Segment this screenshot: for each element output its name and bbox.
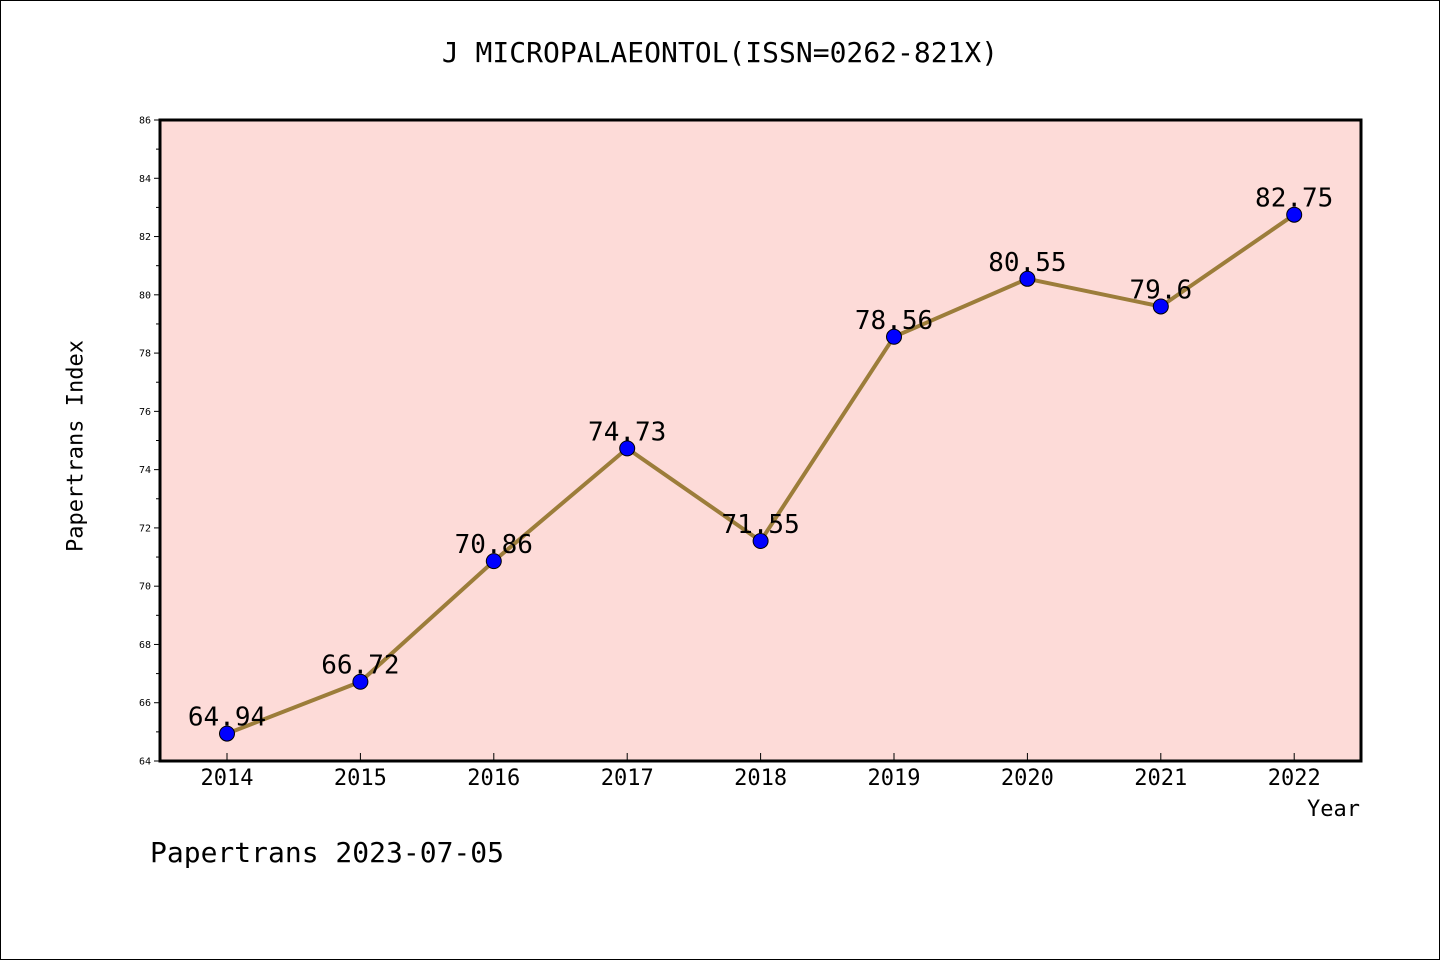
x-tick-label: 2021 (1134, 766, 1187, 791)
y-tick-label: 72 (139, 523, 151, 534)
x-tick-label: 2017 (601, 766, 654, 791)
data-label: 74.73 (588, 417, 666, 447)
footer-stamp: Papertrans 2023-07-05 (150, 836, 505, 869)
data-label: 70.86 (455, 530, 533, 560)
data-point (352, 673, 369, 690)
x-tick-label: 2016 (467, 766, 520, 791)
data-label: 71.55 (721, 510, 799, 540)
data-label: 79.6 (1129, 275, 1192, 305)
data-point (1019, 270, 1036, 287)
chart-title: J MICROPALAEONTOL(ISSN=0262-821X) (441, 36, 999, 69)
y-tick-label: 80 (139, 290, 151, 301)
data-point (619, 440, 636, 457)
data-label: 82.75 (1255, 184, 1333, 214)
plot-area (158, 118, 1363, 763)
data-point (485, 553, 502, 570)
y-tick-label: 70 (139, 582, 151, 593)
x-tick-label: 2022 (1268, 766, 1321, 791)
data-label: 80.55 (988, 248, 1066, 278)
data-point (886, 328, 902, 345)
y-tick-label: 76 (139, 407, 151, 418)
data-label: 78.56 (855, 306, 933, 336)
data-label: 66.72 (321, 651, 399, 681)
y-axis-label: Papertrans Index (63, 340, 89, 552)
y-tick-label: 66 (139, 698, 151, 709)
x-tick-label: 2014 (201, 766, 254, 791)
x-axis-ticks: 2014 2015 2016 2017 2018 2019 2020 2021 2022 (201, 753, 1321, 791)
data-point (1286, 206, 1303, 223)
y-tick-label: 78 (139, 349, 151, 360)
y-tick-label: 74 (139, 465, 151, 476)
y-tick-label: 68 (139, 640, 151, 651)
x-tick-label: 2019 (868, 766, 921, 791)
data-point (1152, 298, 1169, 315)
data-point (752, 533, 769, 550)
x-tick-label: 2015 (334, 766, 387, 791)
y-tick-label: 64 (139, 757, 151, 768)
y-tick-label: 82 (139, 232, 151, 243)
y-tick-label: 86 (139, 116, 151, 127)
x-axis-label: Year (1307, 797, 1360, 822)
y-axis-ticks: 64 66 68 70 72 74 76 78 80 82 84 86 (139, 116, 160, 768)
data-point (219, 725, 235, 742)
x-tick-label: 2020 (1001, 766, 1054, 791)
x-tick-label: 2018 (734, 766, 787, 791)
series-group: 64.94 66.72 70.86 74.73 71.55 78.56 80.55 79.6 8… (188, 184, 1333, 742)
data-label: 64.94 (188, 703, 266, 733)
y-tick-label: 84 (139, 174, 151, 185)
